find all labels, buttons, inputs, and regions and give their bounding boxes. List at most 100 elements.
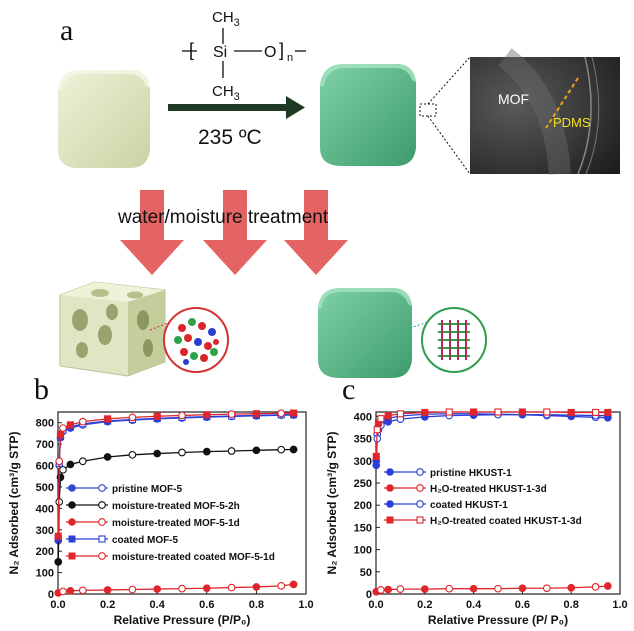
y-tick-label: 300 bbox=[354, 456, 372, 468]
legend-marker-open bbox=[416, 468, 424, 476]
data-point bbox=[59, 465, 67, 474]
scheme-diagram: CH3 [ Si O ] n CH3 235 ºC MOF PDMS bbox=[58, 9, 620, 378]
legend-marker-filled bbox=[68, 518, 76, 526]
y-tick-label: 0 bbox=[48, 589, 54, 601]
x-tick-label: 1.0 bbox=[298, 599, 313, 611]
data-point bbox=[445, 408, 453, 416]
y-tick-label: 100 bbox=[36, 568, 54, 580]
x-tick-label: 0.4 bbox=[466, 599, 482, 611]
data-point bbox=[56, 473, 65, 482]
data-point bbox=[202, 584, 211, 593]
data-point bbox=[202, 447, 211, 456]
x-axis-label: Relative Pressure (P/ P₀) bbox=[428, 613, 568, 627]
chart-panel-b: 0 100 200 300 400 500 600 700 800 0.0 0.2 0.4 0.6 0.8… bbox=[7, 409, 314, 627]
y-tick-label: 500 bbox=[36, 482, 54, 494]
y-tick-label: 350 bbox=[354, 434, 372, 446]
y-tick-label: 300 bbox=[36, 525, 54, 537]
svg-text:[: [ bbox=[189, 40, 194, 60]
legend-marker-open bbox=[98, 501, 106, 509]
panel-label-b: b bbox=[34, 373, 49, 406]
y-tick-label: 800 bbox=[36, 418, 54, 430]
legend-entry: pristine HKUST-1 bbox=[430, 468, 512, 479]
legend-marker-open bbox=[416, 516, 424, 524]
legend-marker-filled bbox=[68, 552, 76, 560]
degraded-mof-cube bbox=[59, 281, 166, 377]
y-tick-label: 700 bbox=[36, 439, 54, 451]
data-point bbox=[518, 584, 527, 593]
pristine-mof-cube bbox=[58, 70, 150, 168]
tem-image: MOF PDMS bbox=[470, 48, 620, 175]
ch3-bottom-text: CH3 bbox=[212, 83, 240, 103]
data-point bbox=[203, 411, 211, 419]
series-2 bbox=[54, 445, 298, 566]
data-point bbox=[54, 558, 63, 566]
data-point bbox=[103, 586, 112, 594]
data-point bbox=[252, 446, 261, 455]
legend-entry: moisture-treated MOF-5-1d bbox=[112, 518, 240, 529]
zoom-region-box bbox=[419, 103, 437, 117]
data-point bbox=[227, 447, 236, 455]
legend-marker-filled bbox=[386, 484, 394, 492]
legend-marker-filled bbox=[68, 484, 76, 492]
data-point bbox=[592, 408, 600, 416]
data-point bbox=[396, 585, 405, 593]
data-point bbox=[420, 585, 429, 593]
x-axis-label: Relative Pressure (P/P₀) bbox=[114, 613, 251, 627]
tem-pdms-label: PDMS bbox=[553, 115, 591, 130]
data-point bbox=[153, 585, 162, 593]
x-tick-label: 0.8 bbox=[249, 599, 264, 611]
legend-entry: moisture-treated coated MOF-5-1d bbox=[112, 552, 275, 563]
legend: pristine HKUST-1 H₂O-treated HKUST-1-3d co… bbox=[384, 468, 582, 527]
data-point bbox=[128, 450, 137, 459]
data-point bbox=[591, 583, 600, 591]
y-tick-label: 400 bbox=[354, 411, 372, 423]
data-point bbox=[153, 449, 162, 458]
y-tick-label: 0 bbox=[366, 589, 372, 601]
data-point bbox=[289, 580, 298, 589]
coating-arrow bbox=[168, 96, 305, 119]
data-point bbox=[227, 583, 236, 592]
data-point bbox=[494, 408, 502, 416]
data-point bbox=[128, 413, 137, 422]
svg-text:O: O bbox=[264, 44, 276, 61]
x-tick-label: 1.0 bbox=[612, 599, 627, 611]
intact-coated-cube bbox=[318, 288, 412, 378]
tem-mof-label: MOF bbox=[498, 91, 529, 107]
legend-marker-open bbox=[416, 484, 424, 492]
y-tick-label: 50 bbox=[360, 567, 372, 579]
data-point bbox=[56, 430, 65, 439]
pdms-formula: CH3 [ Si O ] n CH3 bbox=[182, 9, 306, 103]
legend-marker-filled bbox=[386, 468, 394, 476]
data-point bbox=[603, 582, 612, 590]
data-point bbox=[153, 412, 161, 420]
data-point bbox=[178, 584, 186, 593]
data-point bbox=[373, 426, 381, 434]
x-tick-label: 0.0 bbox=[50, 599, 65, 611]
series-4 bbox=[372, 408, 612, 460]
legend-marker-filled bbox=[386, 500, 394, 508]
data-point bbox=[469, 584, 478, 593]
chart-panel-c: 0 50 100 150 200 250 300 350 400 0.0 0.2 0.4 0.6 0.8 1… bbox=[325, 408, 628, 627]
data-point bbox=[66, 421, 74, 429]
legend-marker-open bbox=[98, 484, 106, 492]
coated-mof-cube bbox=[320, 64, 416, 166]
y-tick-label: 200 bbox=[36, 546, 54, 558]
svg-text:Si: Si bbox=[213, 44, 227, 61]
data-point bbox=[543, 408, 551, 416]
y-axis-label: N₂ Adsorbed (cm³/g STP) bbox=[325, 432, 339, 575]
legend-marker-open bbox=[416, 500, 424, 508]
y-tick-label: 150 bbox=[354, 522, 372, 534]
data-point bbox=[377, 586, 385, 594]
legend-marker-open bbox=[98, 518, 106, 526]
data-point bbox=[78, 457, 87, 466]
data-point bbox=[277, 445, 286, 454]
data-point bbox=[227, 410, 236, 418]
series-2 bbox=[372, 582, 612, 596]
panel-label-a: a bbox=[60, 14, 74, 47]
treatment-arrows bbox=[120, 190, 348, 275]
data-point bbox=[384, 417, 393, 426]
x-tick-label: 0.2 bbox=[417, 599, 432, 611]
legend-entry: moisture-treated MOF-5-2h bbox=[112, 501, 240, 512]
legend-entry: coated MOF-5 bbox=[112, 535, 179, 546]
data-point bbox=[78, 586, 87, 595]
